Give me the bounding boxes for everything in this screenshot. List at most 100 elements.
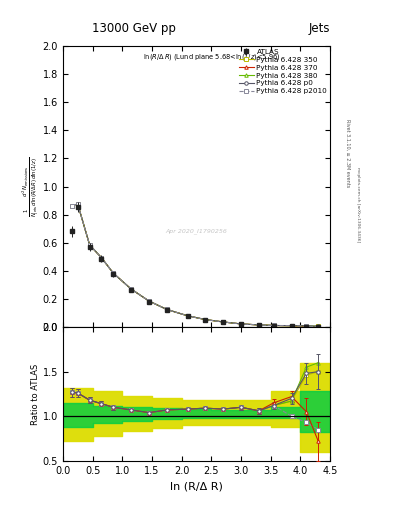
Pythia 6.428 350: [111, 270, 116, 276]
Line: Pythia 6.428 380: Pythia 6.428 380: [70, 202, 320, 328]
Pythia 6.428 350: [271, 323, 276, 329]
Pythia 6.428 p0: [70, 202, 74, 208]
Pythia 6.428 380: [185, 313, 190, 319]
Pythia 6.428 380: [111, 270, 116, 276]
Pythia 6.428 p0: [129, 286, 134, 292]
Pythia 6.428 370: [221, 319, 226, 325]
Line: Pythia 6.428 350: Pythia 6.428 350: [70, 202, 320, 328]
Pythia 6.428 350: [87, 242, 92, 248]
Pythia 6.428 370: [304, 324, 309, 330]
Line: Pythia 6.428 p0: Pythia 6.428 p0: [70, 202, 320, 328]
Pythia 6.428 350: [203, 316, 208, 323]
Pythia 6.428 350: [221, 319, 226, 325]
Pythia 6.428 370: [99, 254, 104, 261]
Text: $\ln(R/\Delta\,R)$ (Lund plane 5.68<$\ln(1/z)$<5.96): $\ln(R/\Delta\,R)$ (Lund plane 5.68<$\ln…: [143, 52, 281, 62]
Pythia 6.428 370: [87, 242, 92, 248]
Pythia 6.428 p2010: [203, 316, 208, 323]
Pythia 6.428 380: [304, 323, 309, 329]
Pythia 6.428 p2010: [164, 306, 169, 312]
Pythia 6.428 370: [257, 322, 261, 328]
Pythia 6.428 350: [304, 323, 309, 329]
Y-axis label: $\frac{1}{N_{\rm jets}}\frac{d^2 N_{\rm emissions}}{d\ln(R/\Delta R)\,d\ln(1/z)}: $\frac{1}{N_{\rm jets}}\frac{d^2 N_{\rm …: [21, 156, 41, 217]
Pythia 6.428 380: [70, 202, 74, 208]
Pythia 6.428 p0: [316, 323, 321, 329]
Pythia 6.428 350: [70, 202, 74, 208]
Pythia 6.428 370: [316, 324, 321, 330]
Pythia 6.428 370: [164, 306, 169, 312]
Pythia 6.428 p0: [203, 316, 208, 323]
Pythia 6.428 p2010: [129, 286, 134, 292]
Pythia 6.428 350: [147, 298, 151, 304]
Pythia 6.428 p2010: [271, 323, 276, 329]
Line: Pythia 6.428 370: Pythia 6.428 370: [70, 202, 320, 329]
Pythia 6.428 370: [70, 202, 74, 208]
Pythia 6.428 370: [271, 323, 276, 329]
Pythia 6.428 p2010: [304, 323, 309, 329]
Pythia 6.428 380: [75, 201, 80, 207]
Pythia 6.428 p2010: [316, 324, 321, 330]
Pythia 6.428 p2010: [257, 322, 261, 328]
Text: Rivet 3.1.10, ≥ 2.3M events: Rivet 3.1.10, ≥ 2.3M events: [345, 119, 350, 188]
X-axis label: ln (R/Δ R): ln (R/Δ R): [170, 481, 223, 491]
Line: Pythia 6.428 p2010: Pythia 6.428 p2010: [70, 202, 320, 328]
Pythia 6.428 p0: [239, 321, 243, 327]
Pythia 6.428 380: [221, 319, 226, 325]
Pythia 6.428 370: [239, 321, 243, 327]
Y-axis label: Ratio to ATLAS: Ratio to ATLAS: [31, 364, 40, 424]
Pythia 6.428 p0: [75, 201, 80, 207]
Pythia 6.428 p2010: [289, 323, 294, 329]
Pythia 6.428 370: [147, 298, 151, 304]
Pythia 6.428 380: [203, 316, 208, 323]
Pythia 6.428 370: [75, 201, 80, 207]
Text: Apr 2020_I1790256: Apr 2020_I1790256: [165, 229, 228, 234]
Pythia 6.428 370: [129, 286, 134, 292]
Pythia 6.428 p2010: [185, 313, 190, 319]
Pythia 6.428 p0: [99, 254, 104, 261]
Pythia 6.428 350: [289, 323, 294, 329]
Pythia 6.428 350: [99, 254, 104, 261]
Pythia 6.428 p2010: [239, 321, 243, 327]
Pythia 6.428 350: [185, 313, 190, 319]
Pythia 6.428 p2010: [221, 319, 226, 325]
Pythia 6.428 380: [87, 242, 92, 248]
Pythia 6.428 380: [147, 298, 151, 304]
Pythia 6.428 380: [289, 323, 294, 329]
Pythia 6.428 370: [203, 316, 208, 323]
Pythia 6.428 p2010: [70, 202, 74, 208]
Pythia 6.428 p0: [185, 313, 190, 319]
Pythia 6.428 380: [99, 254, 104, 261]
Pythia 6.428 p0: [147, 298, 151, 304]
Pythia 6.428 p0: [289, 323, 294, 329]
Pythia 6.428 p0: [221, 319, 226, 325]
Pythia 6.428 350: [129, 286, 134, 292]
Pythia 6.428 p2010: [87, 242, 92, 248]
Pythia 6.428 370: [289, 323, 294, 329]
Pythia 6.428 p0: [304, 323, 309, 329]
Pythia 6.428 p0: [271, 323, 276, 329]
Text: mcplots.cern.ch [arXiv:1306.3436]: mcplots.cern.ch [arXiv:1306.3436]: [356, 167, 360, 242]
Pythia 6.428 350: [316, 324, 321, 330]
Pythia 6.428 380: [316, 323, 321, 329]
Pythia 6.428 380: [164, 306, 169, 312]
Text: 13000 GeV pp: 13000 GeV pp: [92, 22, 176, 35]
Pythia 6.428 370: [111, 270, 116, 276]
Pythia 6.428 p2010: [99, 254, 104, 261]
Pythia 6.428 380: [257, 322, 261, 328]
Text: Jets: Jets: [309, 22, 330, 35]
Pythia 6.428 p2010: [111, 270, 116, 276]
Pythia 6.428 p0: [87, 242, 92, 248]
Pythia 6.428 350: [164, 306, 169, 312]
Pythia 6.428 370: [185, 313, 190, 319]
Pythia 6.428 p0: [164, 306, 169, 312]
Pythia 6.428 p2010: [147, 298, 151, 304]
Pythia 6.428 350: [75, 201, 80, 207]
Pythia 6.428 380: [271, 323, 276, 329]
Pythia 6.428 p0: [111, 270, 116, 276]
Pythia 6.428 380: [129, 286, 134, 292]
Legend: ATLAS, Pythia 6.428 350, Pythia 6.428 370, Pythia 6.428 380, Pythia 6.428 p0, Py: ATLAS, Pythia 6.428 350, Pythia 6.428 37…: [238, 48, 329, 96]
Pythia 6.428 p2010: [75, 201, 80, 207]
Pythia 6.428 380: [239, 321, 243, 327]
Pythia 6.428 350: [239, 321, 243, 327]
Pythia 6.428 p0: [257, 322, 261, 328]
Pythia 6.428 350: [257, 322, 261, 328]
